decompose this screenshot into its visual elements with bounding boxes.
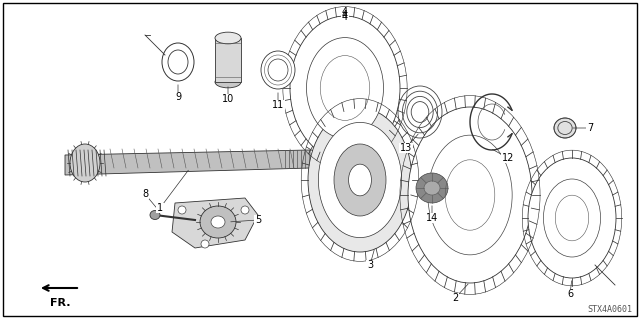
Ellipse shape [308,108,412,252]
Ellipse shape [319,122,402,238]
Text: 5: 5 [255,215,261,225]
Ellipse shape [268,59,288,81]
Bar [215,38,241,82]
Ellipse shape [334,144,386,216]
Text: 7: 7 [587,123,593,133]
Ellipse shape [349,164,371,196]
Ellipse shape [215,76,241,88]
Ellipse shape [424,181,440,195]
Ellipse shape [211,216,225,228]
Text: 3: 3 [367,260,373,270]
Text: 12: 12 [502,153,514,163]
Text: 4: 4 [342,12,348,22]
Polygon shape [65,150,310,175]
Text: 4: 4 [342,7,348,17]
Ellipse shape [261,51,295,89]
Ellipse shape [70,144,100,182]
Text: 6: 6 [567,289,573,299]
Ellipse shape [528,158,616,278]
Text: STX4A0601: STX4A0601 [587,305,632,314]
Ellipse shape [215,32,241,44]
Ellipse shape [428,135,512,255]
Ellipse shape [168,50,188,74]
Ellipse shape [543,179,600,257]
Text: 4: 4 [342,10,348,20]
Text: 2: 2 [452,293,458,303]
Text: 8: 8 [142,189,148,199]
Ellipse shape [307,38,383,138]
Text: 14: 14 [426,213,438,223]
Ellipse shape [200,206,236,238]
Text: 10: 10 [222,94,234,104]
Ellipse shape [201,240,209,248]
Ellipse shape [178,206,186,214]
Ellipse shape [162,43,194,81]
Ellipse shape [241,206,249,214]
Text: 9: 9 [175,92,181,102]
Ellipse shape [150,211,160,219]
Ellipse shape [290,16,400,160]
Text: 1: 1 [157,203,163,213]
Polygon shape [172,198,258,248]
Ellipse shape [408,107,532,283]
Ellipse shape [554,118,576,138]
Ellipse shape [416,173,448,203]
Text: 13: 13 [400,143,412,153]
Text: 11: 11 [272,100,284,110]
Text: FR.: FR. [50,298,70,308]
